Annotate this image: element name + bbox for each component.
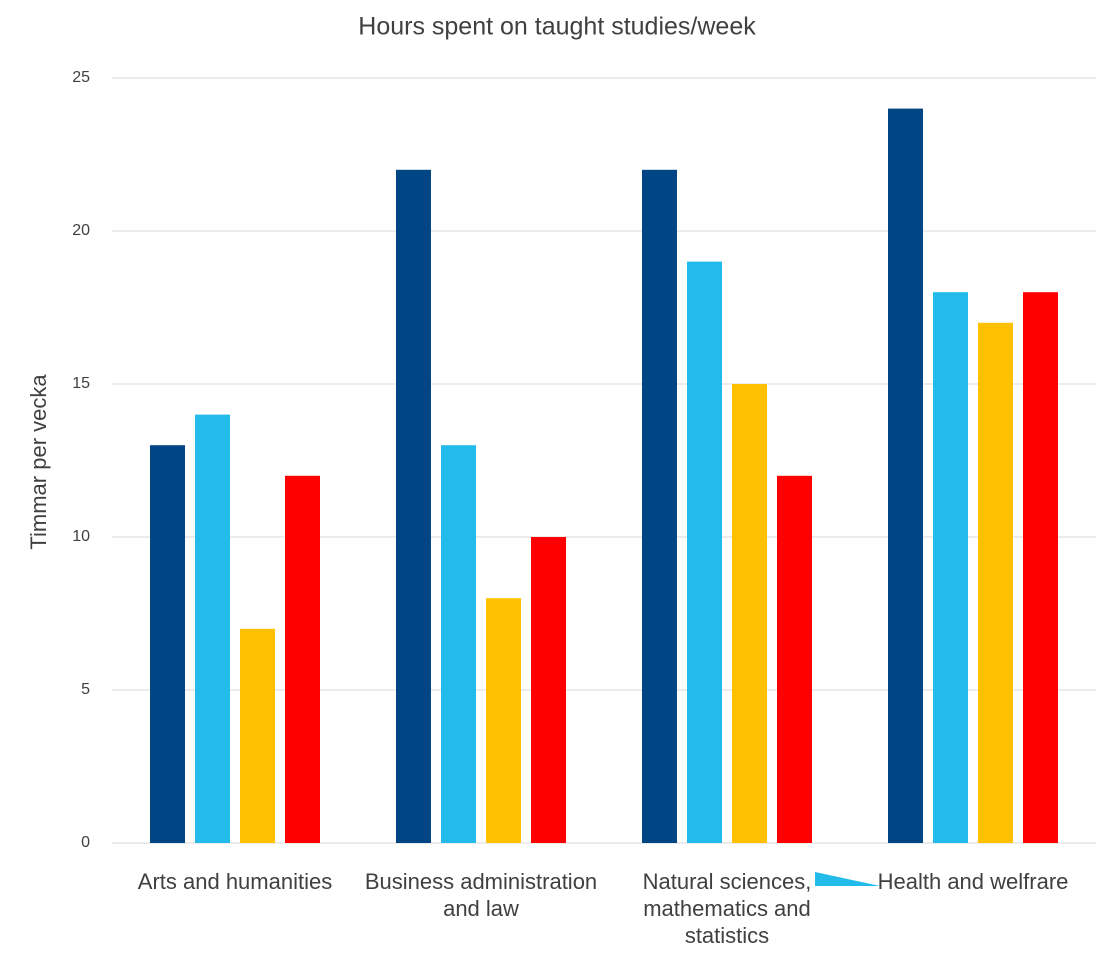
- bar: [150, 445, 185, 843]
- y-tick-label: 5: [81, 681, 90, 698]
- bar: [687, 261, 722, 844]
- bar: [531, 537, 566, 843]
- bar: [486, 598, 521, 843]
- bar: [888, 108, 923, 844]
- y-tick-label: 25: [72, 69, 90, 86]
- bar: [285, 475, 320, 843]
- y-tick-label: 0: [81, 834, 90, 851]
- y-tick-label: 10: [72, 528, 90, 545]
- y-tick-label: 15: [72, 375, 90, 392]
- x-tick-label: Arts and humanities: [137, 869, 333, 894]
- x-tick-label: Natural sciences, mathematics and statis…: [642, 869, 812, 948]
- x-tick-label: Health and welfrare: [877, 869, 1069, 894]
- bar: [240, 628, 275, 843]
- bar: [978, 322, 1013, 843]
- bar: [642, 169, 677, 844]
- chart-title: Hours spent on taught studies/week: [358, 13, 756, 41]
- bar: [732, 384, 767, 843]
- y-axis-label: Timmar per vecka: [26, 374, 51, 550]
- bar: [777, 475, 812, 843]
- bar: [441, 445, 476, 843]
- decoration: [815, 872, 880, 886]
- x-tick-label: Business administration and law: [364, 869, 598, 921]
- bar: [195, 414, 230, 843]
- y-tick-label: 20: [72, 222, 90, 239]
- bar: [396, 169, 431, 844]
- bar: [1023, 292, 1058, 843]
- bar: [933, 292, 968, 843]
